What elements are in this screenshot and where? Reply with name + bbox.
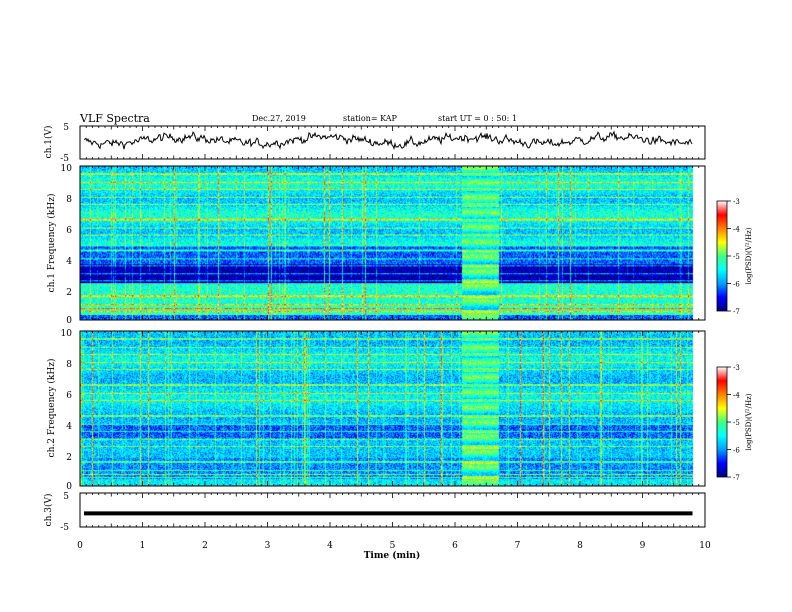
time-tick-label: 6 <box>452 541 458 551</box>
start-ut-label: start UT = 0 : 50: 1 <box>438 114 517 123</box>
ch2-ytick-2: 2 <box>66 453 72 463</box>
ch2-colorbar-ticks: -3 -4 -5 -6 -7 <box>727 364 740 482</box>
ch2-colorbar-label: log(PSD)(V²/Hz) <box>745 393 753 450</box>
ch1-colorbar-ticks: -3 -4 -5 -6 -7 <box>727 198 740 316</box>
ch2-colorbar-bar <box>716 366 728 478</box>
ch1-waveform-trace <box>83 130 693 151</box>
ch1-ytick-6: 6 <box>66 226 72 236</box>
station-label: station= KAP <box>343 114 397 123</box>
ch2-ytick-6: 6 <box>66 391 72 401</box>
time-axis-tick-labels: 0 1 2 3 4 5 6 7 8 9 10 <box>77 541 711 551</box>
ch1-freq-ylabel: ch.1 Frequency (kHz) <box>46 194 57 293</box>
time-tick-label: 4 <box>327 541 333 551</box>
ch1-waveform-panel: 5 -5 ch.1(V) <box>43 123 706 164</box>
colorbar-tick-label: -4 <box>733 226 740 234</box>
colorbar-tick-label: -6 <box>733 447 740 455</box>
chart-title: VLF Spectra <box>80 112 150 125</box>
colorbar-tick-label: -3 <box>733 364 740 372</box>
ch2-spectrogram-ticks <box>79 331 706 486</box>
ch2-ytick-0: 0 <box>66 482 72 492</box>
ch1-spectrogram-yticks: 0 2 4 6 8 10 <box>61 164 73 326</box>
ch3-waveform-panel: 5 -5 ch.3(V) <box>43 492 706 533</box>
ch1-waveform-frame <box>79 125 706 160</box>
ch1-ytick-2: 2 <box>66 288 72 298</box>
ch1-ytick-10: 10 <box>61 164 73 174</box>
ch1-ytick-0: 0 <box>66 316 72 326</box>
colorbar-tick-label: -5 <box>733 419 740 427</box>
time-tick-label: 7 <box>515 541 521 551</box>
ch1-colorbar-label: log(PSD)(V²/Hz) <box>745 227 753 284</box>
time-tick-label: 2 <box>202 541 208 551</box>
colorbar-tick-label: -7 <box>733 474 740 482</box>
ch1-ytick-8: 8 <box>66 195 72 205</box>
colorbar-tick-label: -7 <box>733 308 740 316</box>
colorbar-tick-label: -4 <box>733 392 740 400</box>
time-tick-label: 1 <box>140 541 146 551</box>
time-tick-label: 10 <box>699 541 711 551</box>
ch1-spectrogram-image <box>80 166 705 320</box>
ch1-ytick-4: 4 <box>66 257 72 267</box>
ch1-spectrogram-ticks <box>79 166 706 320</box>
time-tick-label: 0 <box>77 541 83 551</box>
date-label: Dec.27, 2019 <box>252 114 306 123</box>
time-axis-label: Time (min) <box>364 550 421 561</box>
ch3-waveform-frame <box>79 492 706 528</box>
ch1-ytick-bottom: -5 <box>60 154 69 164</box>
colorbar-tick-label: -6 <box>733 281 740 289</box>
ch2-spectrogram-panel: 0 2 4 6 8 10 ch.2 Frequency (kHz) <box>46 329 706 492</box>
time-tick-label: 8 <box>577 541 583 551</box>
ch1-colorbar-bar <box>716 200 728 312</box>
ch1-spectrogram-panel: 0 2 4 6 8 10 ch.1 Frequency (kHz) <box>46 164 706 326</box>
ch3-waveform-ticks <box>79 493 706 527</box>
ch1-waveform-ticks <box>79 126 706 159</box>
colorbar-tick-label: -3 <box>733 198 740 206</box>
ch3-ylabel: ch.3(V) <box>43 494 54 527</box>
ch3-ytick-top: 5 <box>63 492 69 502</box>
ch3-ytick-bottom: -5 <box>60 523 69 533</box>
time-tick-label: 9 <box>640 541 646 551</box>
colorbar-tick-label: -5 <box>733 253 740 261</box>
ch2-spectrogram-image <box>80 331 705 486</box>
ch2-colorbar: -3 -4 -5 -6 -7 log(PSD)(V²/Hz) <box>716 364 753 482</box>
ch2-freq-ylabel: ch.2 Frequency (kHz) <box>46 359 57 458</box>
ch1-colorbar: -3 -4 -5 -6 -7 log(PSD)(V²/Hz) <box>716 198 753 316</box>
ch2-ytick-10: 10 <box>61 329 73 339</box>
ch2-ytick-8: 8 <box>66 360 72 370</box>
ch2-ytick-4: 4 <box>66 422 72 432</box>
time-tick-label: 5 <box>390 541 396 551</box>
time-tick-label: 3 <box>265 541 271 551</box>
ch2-spectrogram-yticks: 0 2 4 6 8 10 <box>61 329 73 492</box>
ch1-ytick-top: 5 <box>63 123 69 133</box>
ch1-ylabel: ch.1(V) <box>43 126 54 159</box>
